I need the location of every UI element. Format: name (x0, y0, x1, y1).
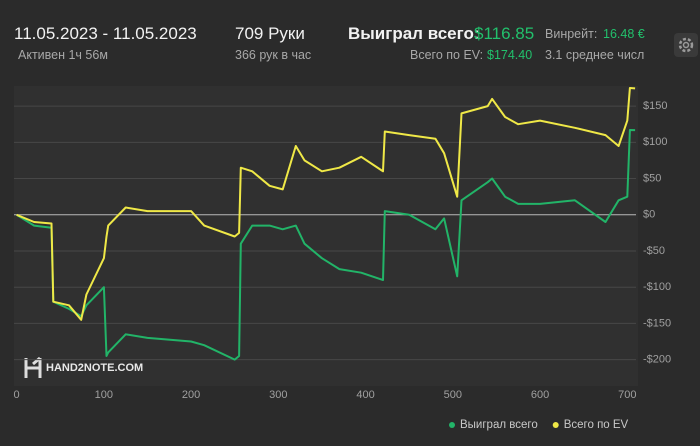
date-range: 11.05.2023 - 11.05.2023 (14, 24, 197, 43)
series-line (16, 87, 636, 321)
avg-label: 3.1 среднее числ (545, 48, 645, 62)
y-tick-label: -$200 (643, 354, 671, 366)
legend-label: Всего по EV (564, 419, 629, 431)
x-tick-label: 100 (95, 389, 113, 401)
winrate-value: 16.48 € (603, 27, 645, 41)
legend-marker (552, 422, 559, 428)
series-line (16, 129, 636, 361)
y-tick-label: -$150 (643, 317, 671, 329)
x-tick-label: 300 (269, 389, 287, 401)
settings-button[interactable] (650, 0, 700, 88)
active-time: Активен 1ч 56м (18, 48, 108, 62)
y-tick-label: $50 (643, 172, 661, 184)
x-tick-label: 600 (531, 389, 549, 401)
y-tick-label: -$100 (643, 281, 671, 293)
won-label: Выиграл всего: (348, 24, 480, 43)
x-tick-label: 200 (182, 389, 200, 401)
watermark-text: HAND2NOTE.COM (46, 362, 143, 374)
won-value: $116.85 (474, 24, 535, 43)
plot-area (14, 86, 638, 386)
settings-panel (650, 0, 700, 88)
legend-marker (449, 422, 455, 428)
legend-label: Выиграл всего (460, 419, 538, 431)
winrate-label: Винрейт: (545, 27, 598, 41)
x-tick-label: 0 (14, 389, 20, 401)
x-tick-label: 500 (444, 389, 462, 401)
y-tick-label: -$50 (643, 245, 665, 257)
y-tick-label: $0 (643, 209, 655, 221)
ev-value: $174.40 (487, 48, 533, 62)
x-tick-label: 700 (618, 389, 636, 401)
hands: 709 Руки (235, 24, 305, 43)
watermark: HAND2NOTE.COM (24, 356, 143, 378)
ev-label: Всего по EV: (410, 48, 484, 62)
hands-per-hour: 366 рук в час (235, 48, 312, 62)
y-tick-label: $100 (643, 136, 667, 148)
y-tick-label: $150 (643, 100, 667, 112)
winrate-box: Винрейт: 16.48 € 3.1 среднее числ (545, 22, 650, 66)
x-tick-label: 400 (356, 389, 374, 401)
